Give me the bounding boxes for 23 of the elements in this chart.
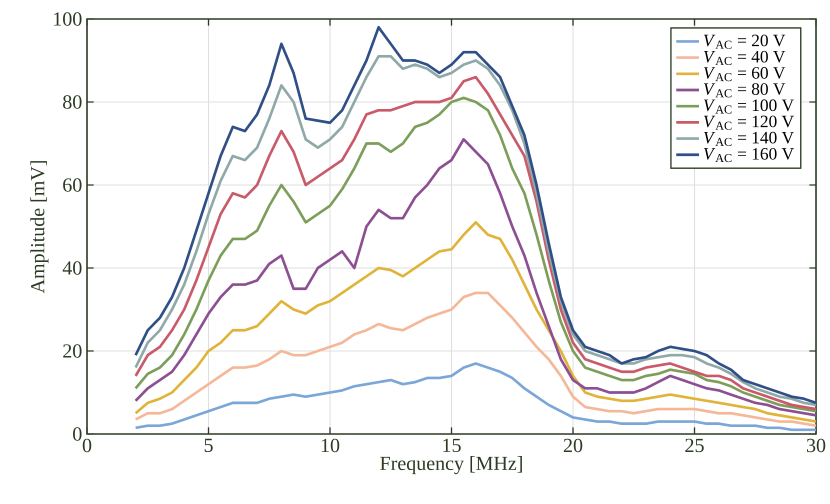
x-tick-label: 15 xyxy=(443,438,461,452)
x-tick-label: 20 xyxy=(564,438,582,452)
x-tick-label: 25 xyxy=(685,438,704,452)
y-tick-label: 60 xyxy=(63,178,82,192)
y-tick-label: 100 xyxy=(54,12,82,26)
x-tick-label: 10 xyxy=(322,438,340,452)
legend-label: V$_{AC}$ = 60 V xyxy=(704,67,786,82)
x-tick-label: 5 xyxy=(204,438,213,452)
legend-label: V$_{AC}$ = 80 V xyxy=(704,83,786,98)
y-tick-label: 80 xyxy=(63,95,82,109)
legend-label: V$_{AC}$ = 160 V xyxy=(704,148,794,162)
x-tick-label: 0 xyxy=(82,438,92,452)
legend-label: V$_{AC}$ = 20 V xyxy=(704,34,786,49)
legend-label: V$_{AC}$ = 40 V xyxy=(704,50,786,66)
y-tick-label: 20 xyxy=(63,344,82,358)
x-axis-title: Frequency [MHz] xyxy=(380,456,522,474)
legend-label: V$_{AC}$ = 120 V xyxy=(704,116,794,130)
y-tick-label: 0 xyxy=(73,427,82,441)
legend-label: V$_{AC}$ = 140 V xyxy=(704,132,794,146)
y-axis-title: Amplitude [mV] xyxy=(30,161,48,294)
x-tick-label: 30 xyxy=(806,438,826,452)
y-tick-label: 40 xyxy=(62,261,82,275)
legend-label: V$_{AC}$ = 100 V xyxy=(704,99,794,114)
